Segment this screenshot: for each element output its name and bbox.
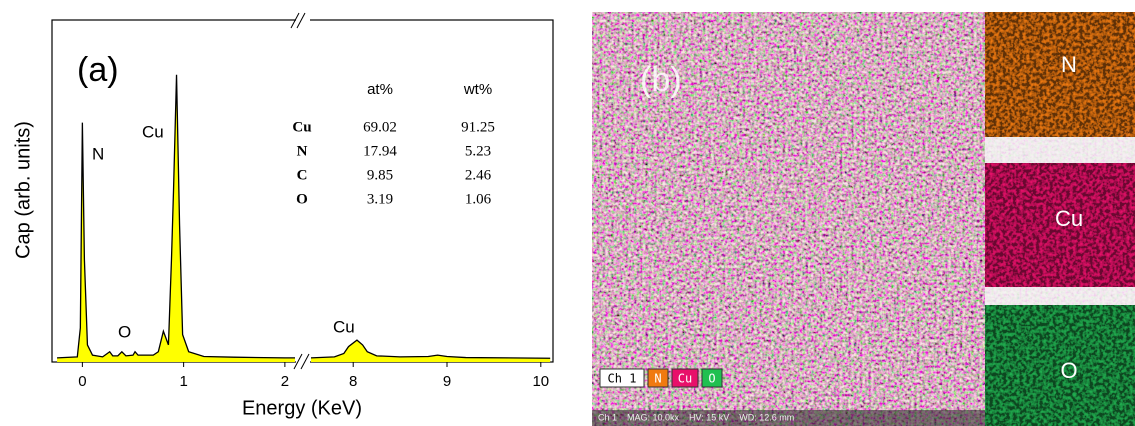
inset-gap <box>985 287 1135 305</box>
annotation: (a) <box>77 51 119 89</box>
table-element: N <box>297 143 308 159</box>
y-axis-label: Cap (arb. units) <box>12 121 34 259</box>
table-element: O <box>296 191 308 207</box>
table-cell: 5.23 <box>465 143 491 159</box>
x-axis-label: Energy (KeV) <box>242 397 362 419</box>
table-element: Cu <box>292 119 311 135</box>
table-header: wt% <box>463 81 492 98</box>
legend-label: Cu <box>678 372 692 386</box>
spectrum-area <box>57 75 550 362</box>
annotation: Cu <box>142 122 164 141</box>
inset-label: N <box>1061 52 1077 77</box>
legend-label: O <box>708 372 715 386</box>
x-tick-label: 10 <box>532 373 549 390</box>
x-tick-label: 1 <box>179 373 187 390</box>
table-cell: 1.06 <box>465 191 492 207</box>
legend-label: N <box>654 372 661 386</box>
inset-gap <box>985 137 1135 163</box>
table-cell: 69.02 <box>363 119 397 135</box>
table-element: C <box>297 167 308 183</box>
table-cell: 91.25 <box>461 119 495 135</box>
legend-label: Ch 1 <box>608 372 637 386</box>
annotation: Cu <box>333 317 355 336</box>
x-tick-label: 2 <box>281 373 289 390</box>
inset-label: Cu <box>1055 206 1083 231</box>
x-tick-label: 8 <box>349 373 357 390</box>
inset-label: O <box>1060 358 1077 383</box>
x-tick-label: 9 <box>443 373 451 390</box>
table-header: at% <box>367 81 393 98</box>
table-cell: 2.46 <box>465 167 492 183</box>
x-tick-label: 0 <box>78 373 86 390</box>
annotation: N <box>92 144 104 163</box>
panel-label: (b) <box>640 61 682 99</box>
inset-noise <box>985 12 1135 137</box>
figure: 0128910Energy (KeV)Cap (arb. units)(a)NC… <box>0 0 1135 426</box>
table-cell: 3.19 <box>367 191 393 207</box>
table-cell: 9.85 <box>367 167 393 183</box>
annotation: O <box>118 322 131 341</box>
table-cell: 17.94 <box>363 143 397 159</box>
image-info: Ch 1 MAG: 10.0kx HV: 15 kV WD: 12.6 mm <box>598 412 794 422</box>
spectrum-line <box>57 75 550 359</box>
